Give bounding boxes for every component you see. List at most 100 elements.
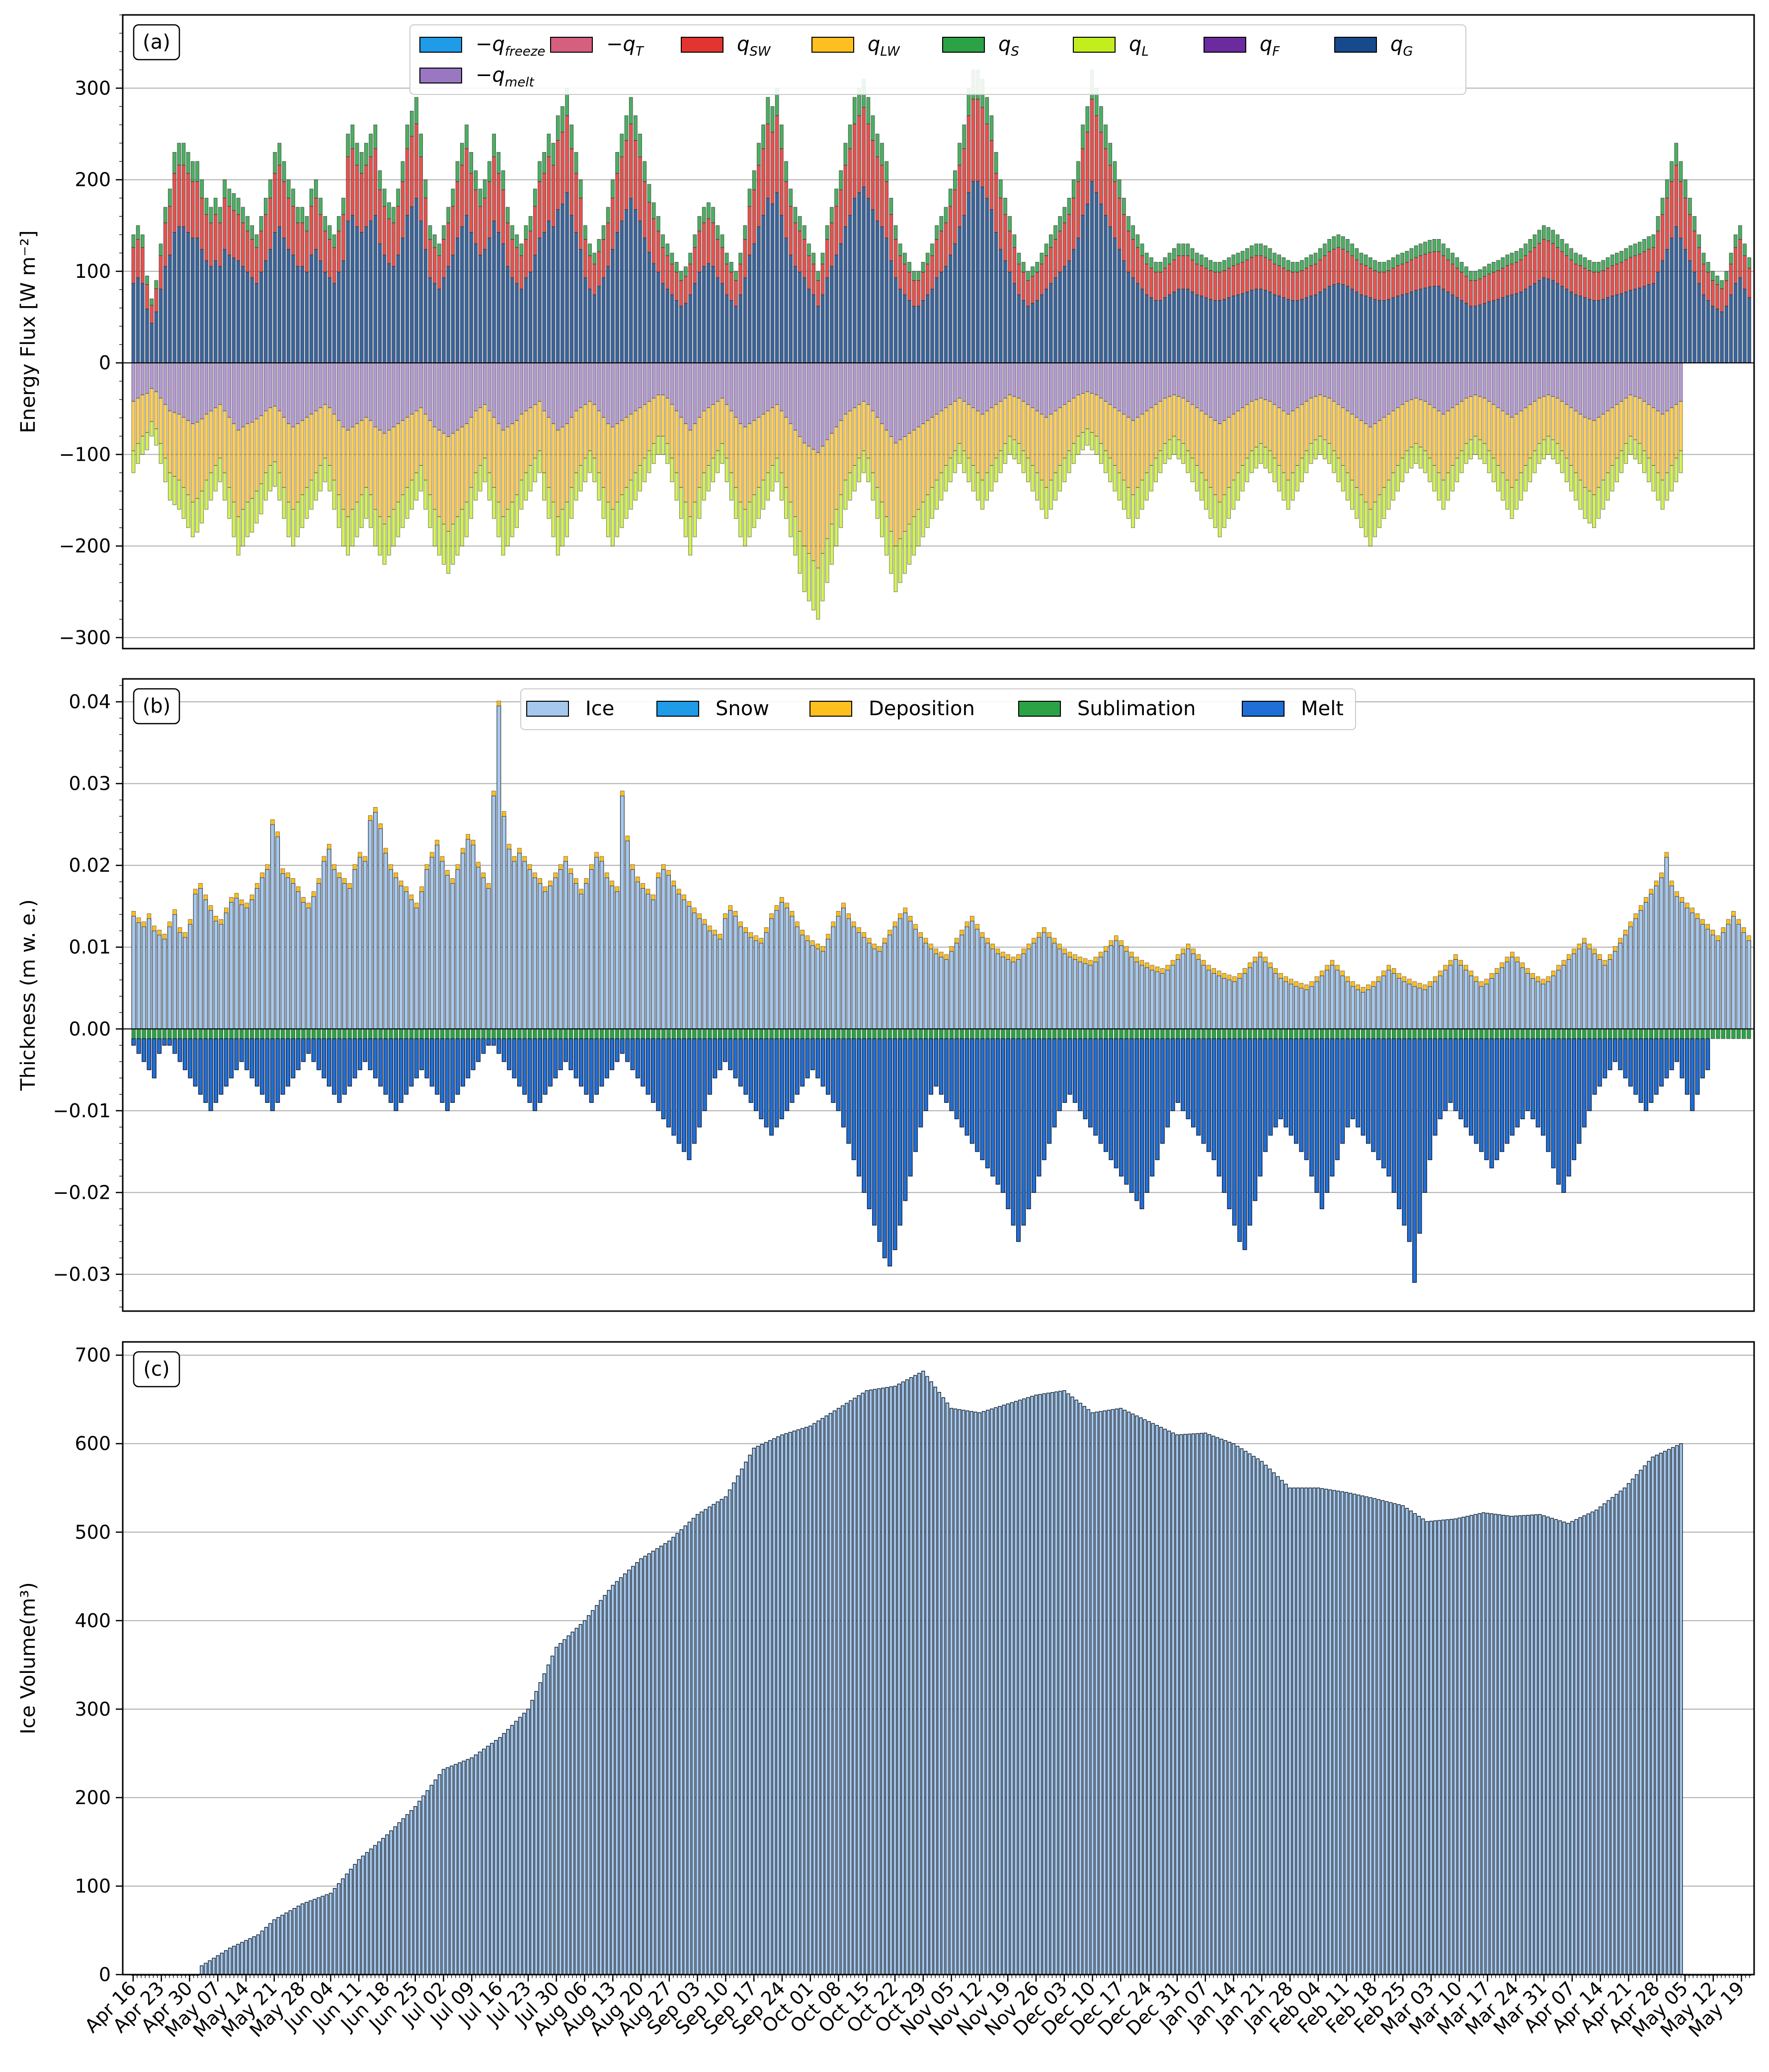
bar-a-neg — [218, 362, 222, 405]
bar-c-volume — [973, 1411, 977, 1975]
bar-a-neg — [1400, 404, 1404, 459]
bar-a-pos — [218, 207, 222, 223]
bar-b-ice — [1612, 951, 1617, 1029]
bar-b-melt — [1242, 1038, 1247, 1250]
bar-a-neg — [482, 362, 487, 405]
bar-a-neg — [1323, 396, 1327, 440]
bar-a-pos — [766, 97, 770, 124]
bar-a-neg — [1487, 362, 1491, 402]
bar-b-sublimation — [1325, 1028, 1329, 1039]
bar-b-ice — [378, 828, 383, 1029]
legend-entry: Deposition — [869, 697, 975, 720]
bar-a-neg — [1140, 362, 1144, 414]
bar-a-neg — [327, 362, 332, 408]
bar-a-pos — [1519, 259, 1523, 292]
bar-a-neg — [359, 420, 364, 495]
bar-c-volume — [1223, 1440, 1227, 1975]
bar-c-volume — [1372, 1498, 1377, 1975]
bar-a-pos — [455, 161, 460, 182]
bar-a-neg — [236, 516, 241, 556]
bar-a-pos — [1724, 271, 1729, 281]
bar-b-ice — [548, 885, 553, 1029]
bar-a-pos — [359, 173, 364, 233]
bar-b-ice — [280, 873, 285, 1029]
bar-a-neg — [1628, 436, 1633, 455]
bar-a-neg — [1496, 465, 1500, 492]
bar-a-neg — [615, 362, 619, 424]
bar-a-neg — [482, 458, 487, 483]
bar-b-ice — [1335, 970, 1340, 1029]
bar-b-deposition — [975, 924, 979, 929]
bar-a-neg — [154, 362, 159, 392]
bar-b-ice — [975, 928, 980, 1029]
bar-b-ice — [1242, 973, 1247, 1029]
bar-a-neg — [880, 501, 884, 537]
bar-b-melt — [1181, 1038, 1186, 1111]
bar-a-pos — [592, 294, 597, 363]
bar-b-sublimation — [1500, 1028, 1504, 1039]
bar-a-neg — [1186, 362, 1190, 402]
bar-a-neg — [729, 411, 733, 473]
bar-b-ice — [311, 896, 316, 1029]
bar-a-pos — [1441, 244, 1446, 256]
bar-c-volume — [1671, 1447, 1675, 1975]
bar-c-volume — [913, 1375, 917, 1975]
bar-b-deposition — [553, 872, 558, 878]
bar-b-melt — [532, 1038, 537, 1111]
bar-b-sublimation — [790, 1028, 795, 1039]
bar-a-neg — [1551, 439, 1555, 460]
bar-a-pos — [1551, 230, 1555, 244]
bar-b-sublimation — [538, 1028, 542, 1039]
bar-b-ice — [1191, 953, 1196, 1029]
bar-b-ice — [1201, 965, 1206, 1029]
bar-c-volume — [1147, 1421, 1151, 1975]
bar-c-volume — [1639, 1470, 1643, 1975]
bar-b-deposition — [188, 919, 192, 924]
bar-b-sublimation — [455, 1028, 460, 1039]
bar-a-pos — [1743, 244, 1747, 256]
bar-b-sublimation — [409, 1028, 414, 1039]
bar-c-volume — [623, 1574, 627, 1975]
bar-b-deposition — [558, 864, 563, 870]
bar-b-melt — [656, 1038, 661, 1111]
bar-a-pos — [1446, 259, 1450, 292]
bar-c-volume — [1542, 1515, 1546, 1975]
bar-a-pos — [1505, 254, 1510, 266]
bar-a-pos — [1263, 290, 1268, 363]
bar-a-neg — [442, 433, 446, 524]
bar-a-pos — [401, 161, 405, 182]
bar-b-ice — [1566, 959, 1571, 1029]
bar-b-deposition — [594, 852, 599, 858]
bar-c-volume — [965, 1410, 969, 1975]
bar-a-neg — [346, 362, 350, 430]
bar-a-neg — [1501, 362, 1505, 412]
bar-a-pos — [716, 225, 720, 240]
bar-c-volume — [272, 1919, 276, 1975]
bar-a-pos — [1478, 305, 1482, 363]
bar-a-pos — [1213, 300, 1217, 363]
bar-b-melt — [1037, 1038, 1042, 1177]
bar-a-neg — [569, 417, 574, 488]
bar-b-melt — [1638, 1038, 1643, 1103]
bar-a-neg — [392, 426, 396, 510]
bar-a-neg — [387, 430, 391, 517]
bar-a-pos — [277, 143, 282, 166]
bar-b-ice — [635, 881, 640, 1029]
bar-a-pos — [245, 231, 249, 272]
bar-b-melt — [589, 1038, 594, 1103]
bar-a-pos — [757, 143, 761, 166]
bar-b-melt — [1325, 1038, 1330, 1193]
bar-b-deposition — [1006, 954, 1010, 960]
bar-a-pos — [387, 202, 391, 219]
bar-a-neg — [1555, 362, 1560, 399]
bar-a-pos — [1021, 300, 1026, 363]
bar-a-neg — [884, 362, 888, 430]
bar-c-volume — [1413, 1513, 1417, 1975]
bar-a-pos — [419, 157, 423, 221]
bar-a-pos — [1240, 293, 1245, 363]
bar-c-volume — [1042, 1393, 1046, 1975]
bar-a-pos — [547, 134, 551, 157]
bar-c-volume — [526, 1709, 530, 1975]
bar-b-deposition — [1109, 940, 1114, 946]
bar-a-pos — [651, 263, 656, 363]
